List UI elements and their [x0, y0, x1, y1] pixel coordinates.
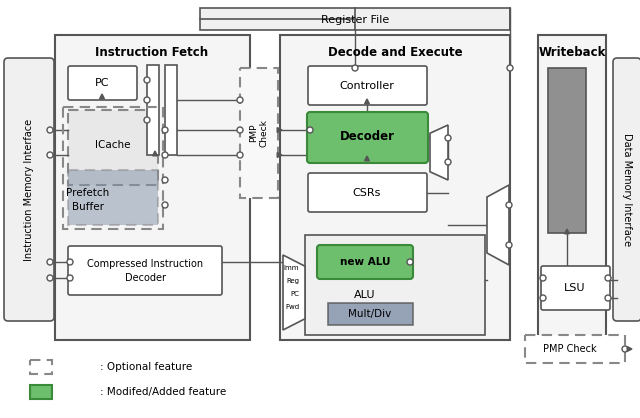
Bar	[30, 360, 52, 374]
FancyBboxPatch shape	[317, 245, 413, 279]
Circle shape	[162, 127, 168, 133]
Text: Instruction Memory Interface: Instruction Memory Interface	[24, 119, 34, 261]
Circle shape	[144, 77, 150, 83]
Polygon shape	[100, 94, 104, 99]
Polygon shape	[430, 125, 448, 180]
Text: PMP
Check: PMP Check	[250, 119, 269, 147]
Polygon shape	[277, 153, 282, 158]
Circle shape	[407, 259, 413, 265]
Bar	[305, 235, 485, 335]
FancyBboxPatch shape	[307, 112, 428, 163]
Polygon shape	[365, 99, 369, 104]
Text: : Optional feature: : Optional feature	[100, 362, 192, 372]
Text: Buffer: Buffer	[72, 202, 104, 212]
Text: Mult/Div: Mult/Div	[348, 309, 392, 319]
Text: Instruction Fetch: Instruction Fetch	[95, 46, 209, 59]
Circle shape	[506, 202, 512, 208]
FancyBboxPatch shape	[68, 246, 222, 295]
Bar	[147, 65, 159, 155]
Polygon shape	[627, 347, 632, 352]
FancyBboxPatch shape	[541, 266, 610, 310]
Bar	[525, 335, 625, 363]
Circle shape	[540, 295, 546, 301]
Text: Decode and Execute: Decode and Execute	[328, 46, 462, 59]
Text: : Modifed/Added feature: : Modifed/Added feature	[100, 387, 227, 397]
FancyBboxPatch shape	[4, 58, 54, 321]
Circle shape	[144, 117, 150, 123]
Bar	[548, 68, 586, 233]
Circle shape	[540, 275, 546, 281]
Polygon shape	[277, 127, 282, 133]
Circle shape	[47, 259, 53, 265]
Text: Decoder: Decoder	[125, 273, 166, 283]
Circle shape	[162, 177, 168, 183]
Circle shape	[445, 135, 451, 141]
Text: Data Memory Interface: Data Memory Interface	[622, 133, 632, 247]
Circle shape	[47, 275, 53, 281]
Bar	[30, 385, 52, 399]
Bar	[68, 170, 158, 225]
Text: Imm: Imm	[284, 265, 299, 271]
Bar	[538, 35, 606, 340]
Circle shape	[237, 152, 243, 158]
Circle shape	[47, 127, 53, 133]
Text: new ALU: new ALU	[340, 257, 390, 267]
Text: Compressed Instruction: Compressed Instruction	[87, 259, 203, 269]
Circle shape	[47, 152, 53, 158]
Circle shape	[445, 159, 451, 165]
Bar	[63, 107, 163, 229]
Circle shape	[507, 65, 513, 71]
Text: LSU: LSU	[564, 283, 586, 293]
Text: PMP Check: PMP Check	[543, 344, 597, 354]
Text: Reg: Reg	[286, 278, 299, 284]
Text: PC: PC	[290, 291, 299, 297]
Circle shape	[237, 97, 243, 103]
Circle shape	[605, 295, 611, 301]
Circle shape	[144, 97, 150, 103]
Text: ALU: ALU	[355, 290, 376, 300]
Circle shape	[162, 202, 168, 208]
Text: Fwd: Fwd	[285, 304, 299, 310]
Text: Writeback: Writeback	[538, 46, 605, 59]
Polygon shape	[365, 156, 369, 161]
Polygon shape	[564, 229, 570, 234]
Polygon shape	[283, 255, 305, 330]
Circle shape	[162, 152, 168, 158]
Text: CSRs: CSRs	[353, 188, 381, 198]
Circle shape	[352, 65, 358, 71]
Bar	[55, 35, 250, 340]
Circle shape	[506, 242, 512, 248]
Polygon shape	[152, 151, 157, 156]
Text: Register File: Register File	[321, 15, 389, 25]
Text: PC: PC	[95, 78, 109, 88]
FancyBboxPatch shape	[308, 173, 427, 212]
Text: Prefetch: Prefetch	[67, 188, 109, 198]
Polygon shape	[487, 185, 509, 265]
Text: Controller: Controller	[340, 81, 394, 91]
Circle shape	[237, 127, 243, 133]
Bar	[280, 35, 510, 340]
Text: ICache: ICache	[95, 140, 131, 150]
Circle shape	[605, 275, 611, 281]
Circle shape	[67, 275, 73, 281]
FancyBboxPatch shape	[308, 66, 427, 105]
Circle shape	[67, 259, 73, 265]
Circle shape	[622, 346, 628, 352]
Circle shape	[307, 127, 313, 133]
Bar	[240, 68, 278, 198]
Text: Decoder: Decoder	[339, 130, 394, 143]
FancyBboxPatch shape	[68, 66, 137, 100]
Bar	[200, 8, 510, 30]
Bar	[68, 110, 158, 185]
Bar	[328, 303, 413, 325]
FancyBboxPatch shape	[613, 58, 640, 321]
Bar	[165, 65, 177, 155]
